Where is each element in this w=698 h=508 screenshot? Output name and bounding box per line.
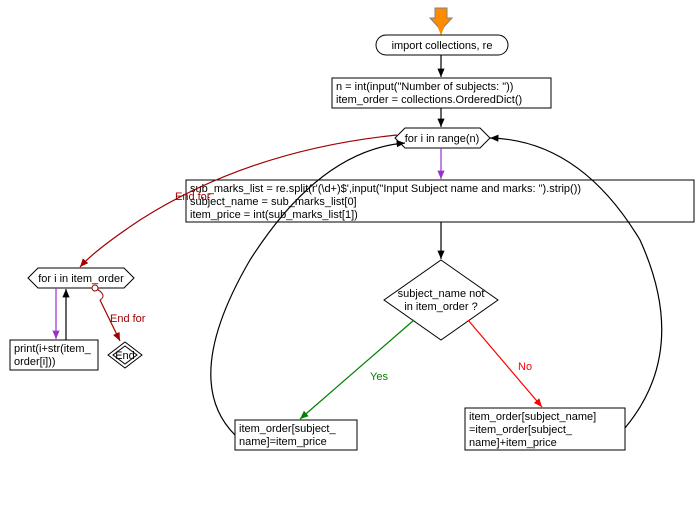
no-block-node: item_order[subject_name] =item_order[sub…: [465, 408, 625, 450]
body-line1: subject_name = sub_marks_list[0]: [190, 196, 357, 208]
yes-line1: name]=item_price: [239, 436, 327, 448]
no-line2: name]+item_price: [469, 437, 557, 449]
edge-decision-yes: [300, 320, 414, 419]
endfor-label2: End for: [110, 313, 146, 325]
init-line1: item_order = collections.OrderedDict(): [336, 94, 522, 106]
for-range-node: for i in range(n): [395, 128, 490, 148]
yes-line0: item_order[subject_: [239, 423, 336, 435]
decision-line0: subject_name not: [398, 288, 485, 300]
init-line0: n = int(input("Number of subjects: ")): [336, 81, 513, 93]
no-line0: item_order[subject_name]: [469, 411, 596, 423]
decision-node: subject_name not in item_order ?: [384, 260, 498, 340]
end-text: End: [115, 350, 135, 362]
yes-label: Yes: [370, 371, 388, 383]
no-label: No: [518, 361, 532, 373]
endfor-label1: End for: [175, 191, 211, 203]
yes-block-node: item_order[subject_ name]=item_price: [235, 420, 357, 450]
print-node: print(i+str(item_ order[i])): [10, 340, 98, 370]
for-range-text: for i in range(n): [405, 133, 480, 145]
end-node: End: [108, 342, 142, 368]
flowchart-canvas: import collections, re n = int(input("Nu…: [0, 0, 698, 508]
body-node: sub_marks_list = re.split(r'(\d+)$',inpu…: [186, 180, 694, 222]
for-item-text: for i in item_order: [38, 273, 124, 285]
import-text: import collections, re: [392, 40, 493, 52]
init-node: n = int(input("Number of subjects: ")) i…: [332, 78, 551, 108]
start-node: [430, 8, 452, 30]
print-line0: print(i+str(item_: [14, 343, 92, 355]
no-line1: =item_order[subject_: [469, 424, 573, 436]
decision-line1: in item_order ?: [404, 301, 477, 313]
loop-exit-circle: [92, 285, 98, 291]
body-line0: sub_marks_list = re.split(r'(\d+)$',inpu…: [190, 183, 581, 195]
for-item-node: for i in item_order: [28, 268, 134, 288]
print-line1: order[i])): [14, 356, 56, 368]
import-node: import collections, re: [376, 35, 508, 55]
body-line2: item_price = int(sub_marks_list[1]): [190, 209, 358, 221]
